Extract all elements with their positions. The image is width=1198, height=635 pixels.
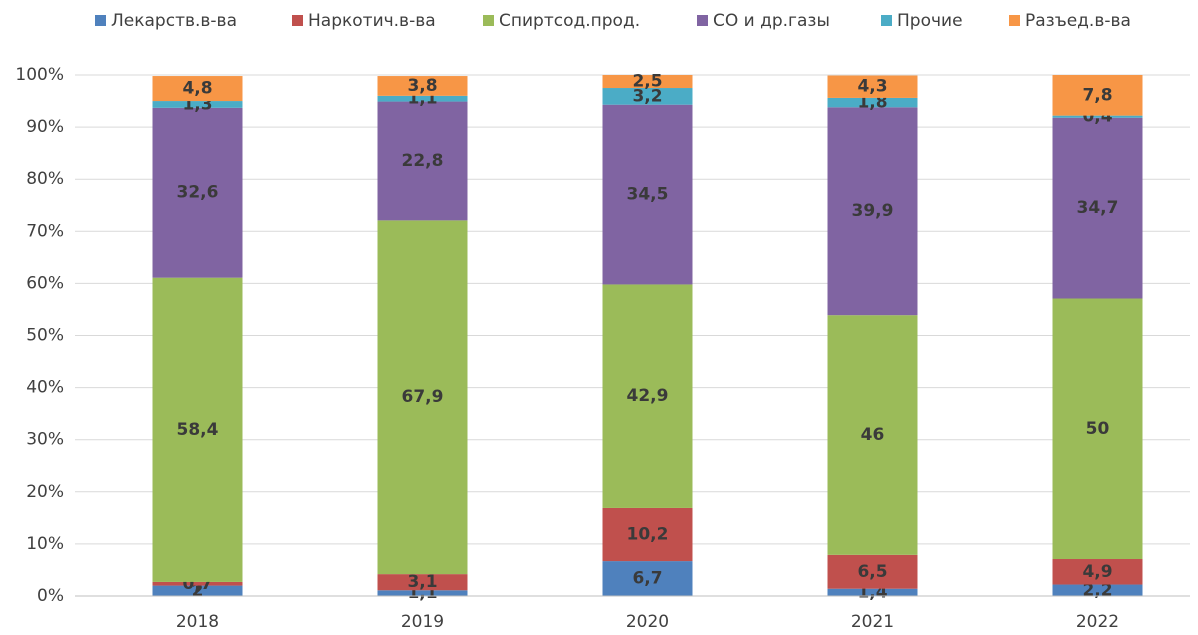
bar-segment — [1052, 559, 1143, 585]
bar-segment — [152, 101, 243, 108]
bar-segment — [377, 574, 468, 591]
legend-label: Наркотич.в-ва — [308, 11, 436, 31]
data-label: 2,5 — [632, 72, 662, 92]
bar-segment — [377, 76, 468, 96]
bar-segment — [377, 101, 468, 221]
y-tick-label: 20% — [26, 482, 64, 502]
legend-label: Лекарств.в-ва — [111, 11, 237, 31]
y-tick-label: 80% — [26, 169, 64, 189]
data-label: 3,1 — [407, 572, 437, 592]
data-label: 34,7 — [1077, 198, 1119, 218]
bar-segment — [827, 107, 918, 316]
legend-swatch — [697, 15, 708, 26]
data-label: 2,2 — [1082, 580, 1112, 600]
data-label: 50 — [1086, 419, 1110, 439]
bar-segment — [152, 581, 243, 586]
bar-segment — [827, 97, 918, 108]
bar-segment — [1052, 117, 1143, 299]
y-tick-label: 30% — [26, 430, 64, 450]
x-tick-label: 2019 — [401, 612, 444, 632]
y-tick-label: 60% — [26, 273, 64, 293]
data-label: 4,9 — [1082, 562, 1112, 582]
data-label: 32,6 — [177, 183, 219, 203]
legend-swatch — [292, 15, 303, 26]
data-label: 58,4 — [177, 420, 219, 440]
bar-segment — [602, 284, 693, 508]
bar-segment — [602, 88, 693, 105]
data-label: 22,8 — [402, 151, 444, 171]
bar-segment — [827, 588, 918, 596]
bar-segment — [1052, 584, 1143, 596]
bar-segment — [152, 107, 243, 278]
bar-segment — [827, 75, 918, 98]
y-tick-label: 70% — [26, 221, 64, 241]
data-label: 6,5 — [857, 562, 887, 582]
y-tick-label: 50% — [26, 326, 64, 346]
bar-segment — [152, 277, 243, 582]
x-tick-label: 2018 — [176, 612, 219, 632]
x-tick-label: 2022 — [1076, 612, 1119, 632]
legend-swatch — [95, 15, 106, 26]
data-label: 67,9 — [402, 387, 444, 407]
data-label: 46 — [861, 425, 885, 445]
bar-segment — [377, 220, 468, 575]
data-label: 6,7 — [632, 569, 662, 589]
bar-segment — [1052, 115, 1143, 118]
bar-segment — [152, 76, 243, 102]
legend-swatch — [1009, 15, 1020, 26]
y-tick-label: 10% — [26, 534, 64, 554]
bar-segment — [602, 75, 693, 89]
data-label: 4,8 — [182, 79, 212, 99]
legend-label: Разъед.в-ва — [1025, 11, 1131, 31]
legend-label: Прочие — [897, 11, 963, 31]
legend-swatch — [881, 15, 892, 26]
legend-label: Спиртсод.прод. — [499, 11, 640, 31]
bar-segment — [827, 554, 918, 589]
bar-segment — [602, 561, 693, 596]
data-label: 7,8 — [1082, 85, 1112, 105]
bar-segment — [1052, 298, 1143, 560]
y-tick-label: 100% — [15, 65, 64, 85]
bar-segment — [827, 315, 918, 555]
data-label: 3,2 — [632, 86, 662, 106]
data-label: 34,5 — [627, 185, 669, 205]
bar-segment — [152, 585, 243, 596]
y-tick-label: 90% — [26, 117, 64, 137]
data-label: 39,9 — [852, 201, 894, 221]
bar-segment — [602, 507, 693, 562]
data-label: 4,3 — [857, 77, 887, 97]
bar-segment — [377, 95, 468, 102]
data-label: 3,8 — [407, 76, 437, 96]
x-tick-label: 2021 — [851, 612, 894, 632]
data-label: 10,2 — [627, 525, 669, 545]
y-tick-label: 40% — [26, 378, 64, 398]
data-label: 42,9 — [627, 386, 669, 406]
legend-swatch — [483, 15, 494, 26]
data-label: 2 — [192, 581, 204, 601]
y-tick-label: 0% — [37, 586, 64, 606]
x-tick-label: 2020 — [626, 612, 669, 632]
bar-segment — [602, 104, 693, 285]
bar-segment — [377, 590, 468, 596]
bar-segment — [1052, 75, 1143, 116]
legend-label: СО и др.газы — [713, 11, 830, 31]
